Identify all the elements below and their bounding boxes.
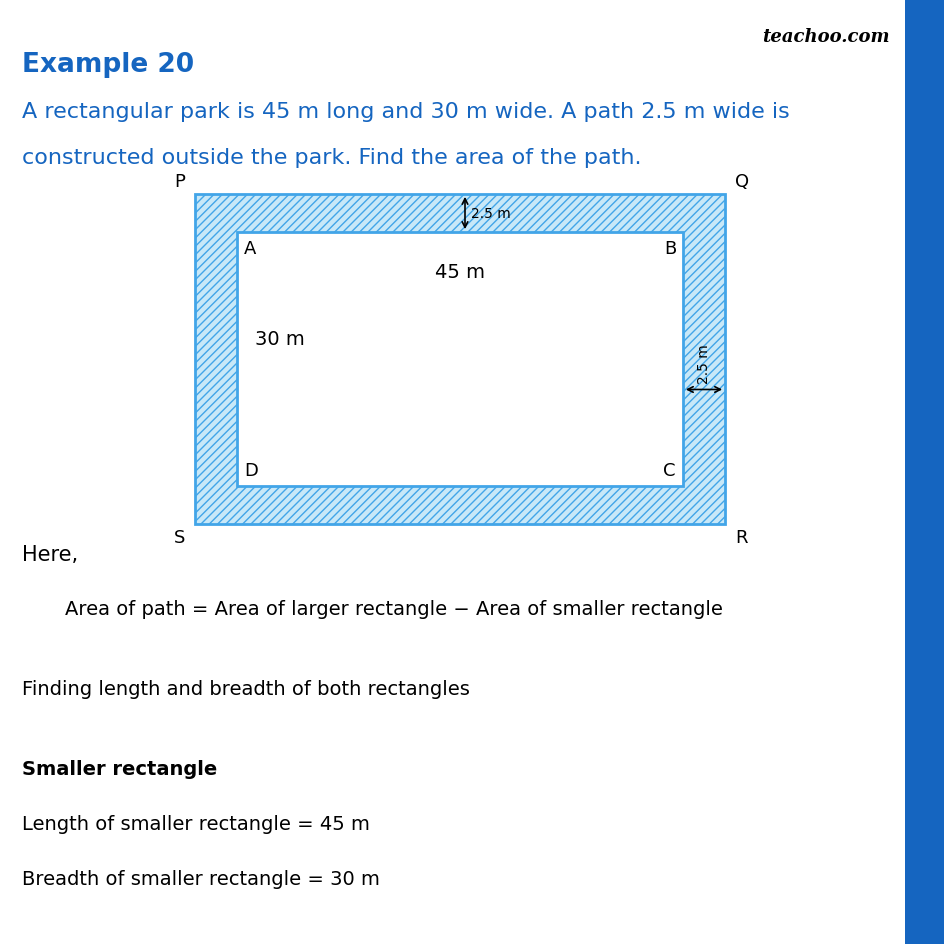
Text: constructed outside the park. Find the area of the path.: constructed outside the park. Find the a… — [22, 148, 641, 168]
Text: 2.5 m: 2.5 m — [697, 345, 710, 384]
Text: R: R — [734, 529, 747, 547]
Text: Smaller rectangle: Smaller rectangle — [22, 759, 217, 778]
Bar — [237, 233, 683, 486]
Text: Breadth of smaller rectangle = 30 m: Breadth of smaller rectangle = 30 m — [22, 869, 379, 888]
Text: Area of path = Area of larger rectangle − Area of smaller rectangle: Area of path = Area of larger rectangle … — [65, 599, 722, 618]
Text: B: B — [663, 240, 675, 258]
Text: 45 m: 45 m — [434, 262, 484, 281]
Text: 30 m: 30 m — [255, 329, 304, 349]
Text: Here,: Here, — [22, 545, 78, 565]
Text: Example 20: Example 20 — [22, 52, 194, 78]
Bar — [194, 194, 724, 525]
Text: Q: Q — [734, 173, 749, 191]
Text: Finding length and breadth of both rectangles: Finding length and breadth of both recta… — [22, 680, 469, 699]
Text: A: A — [244, 240, 256, 258]
Text: 2.5 m: 2.5 m — [470, 207, 510, 221]
Text: teachoo.com: teachoo.com — [762, 28, 889, 46]
Text: A rectangular park is 45 m long and 30 m wide. A path 2.5 m wide is: A rectangular park is 45 m long and 30 m… — [22, 102, 789, 122]
Text: D: D — [244, 462, 258, 480]
Text: Length of smaller rectangle = 45 m: Length of smaller rectangle = 45 m — [22, 814, 369, 834]
Text: S: S — [174, 529, 185, 547]
Text: C: C — [663, 462, 675, 480]
Bar — [904, 0, 944, 944]
Text: P: P — [174, 173, 185, 191]
